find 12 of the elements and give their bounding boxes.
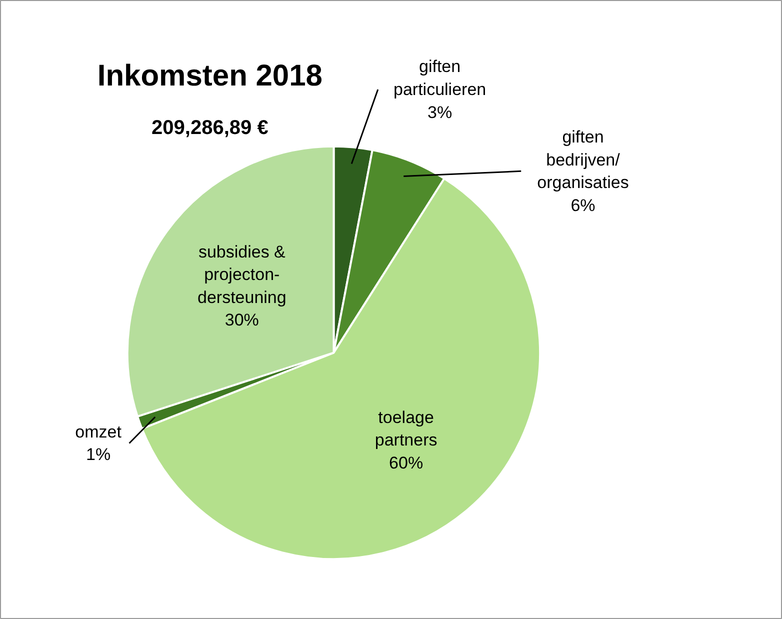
slice-label: toelage partners <box>374 408 438 450</box>
slice-label: omzet <box>75 422 122 442</box>
data-label: 60% <box>389 453 424 472</box>
chart-title: Inkomsten 2018 <box>97 60 322 93</box>
text: 209,286,89 € <box>152 116 268 139</box>
slice-label: subsidies & projecton- dersteuning <box>197 242 286 307</box>
slice-label: giften bedrijven/ organisaties <box>537 127 629 192</box>
data-label: 6% <box>570 196 596 215</box>
data-label: 1% <box>86 445 111 464</box>
slice-label: giften particulieren <box>394 57 486 100</box>
data-label: 3% <box>428 102 452 122</box>
data-label: 30% <box>224 310 259 330</box>
